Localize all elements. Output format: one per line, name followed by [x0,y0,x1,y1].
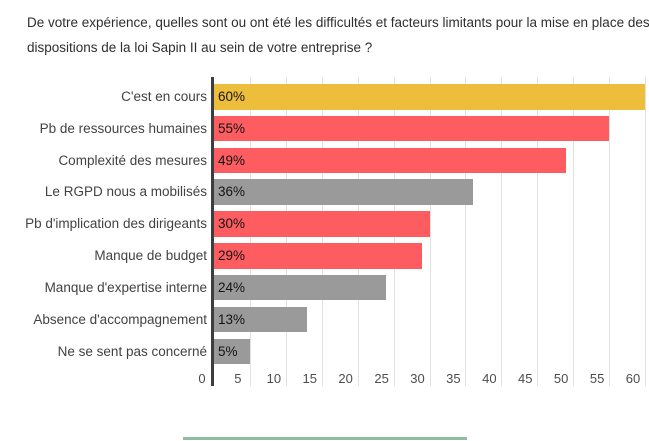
category-label: Complexité des mesures [58,152,207,168]
value-label: 36% [218,184,246,200]
value-label: 60% [218,89,246,104]
bar [214,338,250,364]
value-label: 49% [218,152,246,168]
x-tick-label: 35 [446,371,461,386]
x-tick-label: 50 [553,371,569,386]
gridline [645,77,646,386]
bar-row: Ne se sent pas concerné 5% [0,338,649,364]
bar-row: Manque d'expertise interne 24% [0,274,649,301]
value-label: 5% [218,343,238,359]
y-axis-line [211,77,214,386]
bar-row: Manque de budget 29% [0,243,649,269]
gridline [609,77,611,386]
bar-row: Pb de ressources humaines 55% [0,115,649,142]
bar [214,211,430,237]
x-tick-label: 10 [266,371,282,386]
bar-row: Complexité des mesures 49% [0,147,649,174]
x-tick-label: 25 [374,371,389,386]
category-label: Absence d'accompagnement [33,311,207,327]
footer-divider-line [183,437,467,440]
bar-row: Pb d'implication des dirigeants 30% [0,211,649,237]
category-label: Manque de budget [94,248,207,264]
bar [214,147,566,174]
value-label: 29% [218,248,246,264]
x-tick-label: 0 [198,371,206,386]
value-label: 55% [218,120,246,136]
gridline [501,77,503,386]
category-label: Pb de ressources humaines [39,120,207,136]
gridline [429,77,431,386]
bar [214,115,610,142]
gridline [537,77,539,386]
gridline [465,77,467,386]
category-label: C'est en cours [121,89,207,104]
value-label: 24% [218,279,246,295]
category-label: Le RGPD nous a mobilisés [44,184,207,200]
chart-title-line-2: dispositions de la loi Sapin II au sein … [27,40,373,55]
x-tick-label: 45 [518,371,533,386]
category-label: Manque d'expertise interne [44,279,207,295]
category-label: Pb d'implication des dirigeants [25,216,207,232]
x-tick-label: 55 [589,371,605,386]
x-tick-label: 60 [625,371,641,386]
chart-title: De votre expérience, quelles sont ou ont… [27,10,649,60]
bar-row: Absence d'accompagnement 13% [0,306,649,333]
x-tick-label: 20 [338,371,353,386]
value-label: 30% [218,216,246,232]
x-tick-label: 40 [482,371,497,386]
bar [214,306,308,333]
bar-row: Le RGPD nous a mobilisés 36% [0,179,649,205]
value-label: 13% [218,311,246,327]
bar [214,243,423,269]
bar [214,84,645,110]
x-tick-label: 5 [234,371,242,386]
bar-rows: C'est en cours 60% Pb de ressources humain… [0,84,649,364]
x-tick-label: 15 [302,371,317,386]
bar-row: C'est en cours 60% [0,84,649,110]
horizontal-bar-chart: C'est en cours 60% Pb de ressources humain… [0,77,649,386]
category-label: Ne se sent pas concerné [57,343,207,359]
chart-title-line-1: De votre expérience, quelles sont ou ont… [27,15,649,30]
x-tick-label: 30 [410,371,425,386]
x-axis-tick-labels: 0 5 10 15 20 25 30 35 40 45 50 55 60 [0,372,649,386]
gridline [573,77,575,386]
bar [214,179,473,205]
bar [214,274,387,301]
